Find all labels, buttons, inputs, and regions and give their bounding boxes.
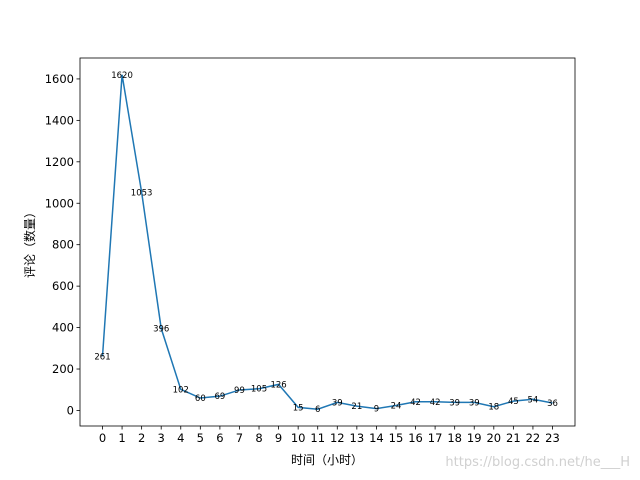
data-label: 36 xyxy=(547,399,558,409)
data-label: 6 xyxy=(315,405,320,415)
x-tick-label: 17 xyxy=(428,431,443,445)
data-label: 1053 xyxy=(131,188,153,198)
x-tick-label: 19 xyxy=(467,431,482,445)
x-tick-label: 0 xyxy=(99,431,106,445)
y-tick-label: 400 xyxy=(52,321,74,335)
x-tick-label: 11 xyxy=(310,431,325,445)
data-label: 261 xyxy=(94,352,110,362)
x-tick-label: 4 xyxy=(177,431,184,445)
x-tick-label: 1 xyxy=(118,431,125,445)
x-tick-label: 2 xyxy=(138,431,145,445)
plot-frame xyxy=(79,57,576,427)
data-label: 24 xyxy=(391,401,402,411)
data-label: 18 xyxy=(488,403,499,413)
data-label: 39 xyxy=(469,398,480,408)
data-label: 21 xyxy=(351,402,362,412)
data-label: 39 xyxy=(332,398,343,408)
data-label: 9 xyxy=(374,405,379,415)
y-tick-label: 800 xyxy=(52,238,74,252)
data-label: 69 xyxy=(214,392,225,402)
y-tick-label: 1200 xyxy=(45,155,74,169)
data-label: 99 xyxy=(234,386,245,396)
x-tick-label: 7 xyxy=(236,431,243,445)
data-label: 60 xyxy=(195,394,206,404)
x-tick-label: 13 xyxy=(350,431,365,445)
data-label: 54 xyxy=(528,395,539,405)
x-tick-label: 18 xyxy=(447,431,462,445)
data-label: 15 xyxy=(293,403,304,413)
y-tick-label: 1400 xyxy=(45,113,74,127)
x-tick-label: 14 xyxy=(369,431,384,445)
watermark: https://blog.csdn.net/he___H xyxy=(445,455,630,470)
x-tick-label: 6 xyxy=(216,431,223,445)
x-tick-label: 3 xyxy=(158,431,165,445)
data-label: 102 xyxy=(173,385,189,395)
line xyxy=(101,74,553,410)
y-tick-label: 0 xyxy=(67,403,74,417)
x-tick-label: 23 xyxy=(545,431,560,445)
x-axis-label: 时间（小时） xyxy=(291,453,363,467)
x-tick-label: 12 xyxy=(330,431,345,445)
data-label: 126 xyxy=(270,380,286,390)
y-axis-label: 评论（数量） xyxy=(22,206,37,278)
data-label: 1620 xyxy=(111,71,133,81)
x-tick-label: 21 xyxy=(506,431,521,445)
y-tick-label: 1000 xyxy=(45,196,74,210)
data-label: 45 xyxy=(508,397,519,407)
x-tick-label: 22 xyxy=(526,431,541,445)
x-tick-label: 20 xyxy=(486,431,501,445)
x-tick-label: 5 xyxy=(197,431,204,445)
data-label: 396 xyxy=(153,324,169,334)
x-tick-label: 10 xyxy=(291,431,306,445)
data-label: 105 xyxy=(251,385,267,395)
x-tick-label: 8 xyxy=(255,431,262,445)
y-tick-label: 1600 xyxy=(45,72,74,86)
x-tick-label: 15 xyxy=(389,431,404,445)
x-tick-label: 16 xyxy=(408,431,423,445)
data-label: 42 xyxy=(430,398,441,408)
data-label: 42 xyxy=(410,398,421,408)
y-tick-label: 600 xyxy=(52,279,74,293)
y-tick-label: 200 xyxy=(52,362,74,376)
data-label: 39 xyxy=(449,398,460,408)
x-tick-label: 9 xyxy=(275,431,282,445)
